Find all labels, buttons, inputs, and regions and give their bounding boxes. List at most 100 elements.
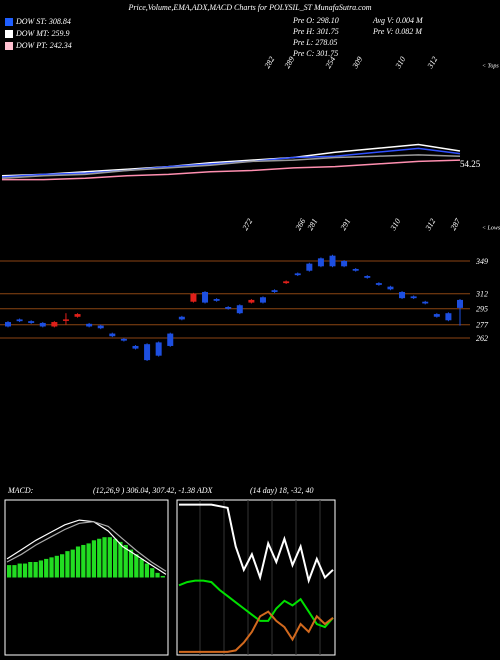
macd-bar bbox=[160, 575, 165, 578]
candle-body bbox=[236, 305, 243, 314]
top-label: 282 bbox=[263, 55, 277, 70]
candle-body bbox=[74, 314, 81, 317]
candle-body bbox=[28, 321, 35, 323]
macd-bar bbox=[49, 557, 54, 578]
candle-body bbox=[39, 322, 46, 327]
candle-body bbox=[120, 338, 127, 341]
macd-bar bbox=[60, 554, 65, 578]
macd-bar bbox=[65, 551, 70, 578]
macd-bar bbox=[75, 546, 81, 578]
candle-body bbox=[144, 344, 151, 361]
candle-body bbox=[51, 322, 58, 327]
macd-bar bbox=[54, 555, 59, 578]
candle-body bbox=[97, 325, 104, 329]
candle-body bbox=[457, 299, 463, 308]
macd-bar bbox=[155, 572, 160, 578]
low-label: 312 bbox=[423, 217, 437, 233]
candle-body bbox=[329, 255, 336, 267]
macd-bar bbox=[70, 549, 75, 578]
macd-bar bbox=[86, 543, 91, 578]
low-label: 287 bbox=[449, 216, 463, 232]
legend-label: DOW MT: 259.9 bbox=[15, 29, 70, 38]
adx-text: (14 day) 18, -32, 40 bbox=[250, 486, 314, 495]
candle-body bbox=[387, 286, 394, 290]
adx-frame bbox=[176, 499, 336, 656]
macd-bar bbox=[12, 565, 17, 578]
macd-bar bbox=[150, 568, 155, 578]
candle-body bbox=[410, 296, 417, 299]
macd-bar bbox=[44, 558, 49, 578]
price-level-label: 295 bbox=[476, 305, 488, 314]
ema-annotation: 54.25 bbox=[460, 159, 481, 169]
candle-body bbox=[422, 301, 429, 304]
series-line bbox=[6, 519, 167, 575]
price-info: Pre L: 278.05 bbox=[292, 38, 337, 47]
macd-label: MACD: bbox=[7, 486, 34, 495]
macd-bar bbox=[81, 544, 86, 578]
candle-body bbox=[259, 297, 266, 303]
macd-bar bbox=[17, 563, 22, 578]
candle-body bbox=[62, 319, 69, 321]
price-level-label: 262 bbox=[476, 334, 488, 343]
macd-bar bbox=[118, 541, 123, 578]
candle-body bbox=[445, 313, 452, 321]
series-line bbox=[179, 503, 334, 585]
lows-marker: < Lows bbox=[482, 225, 500, 231]
price-info: Pre H: 301.75 bbox=[292, 27, 339, 36]
macd-bar bbox=[139, 558, 144, 578]
series-line bbox=[178, 579, 334, 629]
macd-bar bbox=[33, 562, 38, 578]
price-info: Pre C: 301.75 bbox=[292, 49, 338, 58]
macd-bar bbox=[22, 563, 28, 578]
candle-body bbox=[352, 268, 359, 271]
low-label: 272 bbox=[241, 217, 255, 232]
macd-bar bbox=[38, 560, 44, 578]
candle-body bbox=[16, 319, 23, 322]
price-level-label: 312 bbox=[475, 290, 488, 299]
macd-bar bbox=[97, 538, 102, 578]
legend-swatch bbox=[5, 42, 13, 50]
candle-body bbox=[5, 322, 11, 327]
candle-body bbox=[109, 333, 116, 337]
series-line bbox=[6, 521, 167, 572]
candle-body bbox=[155, 342, 162, 356]
top-label: 309 bbox=[350, 55, 364, 71]
legend-swatch bbox=[5, 30, 13, 38]
macd-bar bbox=[113, 538, 118, 578]
candle-body bbox=[225, 307, 232, 309]
tops-marker: < Tops bbox=[482, 63, 499, 69]
macd-bar bbox=[134, 554, 139, 578]
macd-bar bbox=[123, 544, 128, 578]
adx-grid bbox=[199, 500, 321, 655]
candle-body bbox=[341, 260, 348, 267]
candle-body bbox=[202, 291, 209, 303]
legend-label: DOW PT: 242.34 bbox=[15, 41, 72, 50]
candle-body bbox=[178, 316, 185, 320]
candle-body bbox=[399, 291, 406, 299]
macd-bar bbox=[107, 537, 112, 578]
candle-body bbox=[248, 299, 255, 303]
macd-text: (12,26,9 ) 306.04, 307.42, -1.38 ADX bbox=[93, 486, 214, 495]
series-line bbox=[179, 610, 334, 653]
series-line bbox=[1, 143, 461, 177]
top-label: 310 bbox=[393, 55, 407, 71]
macd-bar bbox=[144, 563, 150, 578]
legend-swatch bbox=[5, 18, 13, 26]
candle-body bbox=[375, 283, 382, 285]
price-level-label: 277 bbox=[476, 321, 489, 330]
candle-body bbox=[86, 323, 93, 327]
price-info: Avg V: 0.004 M bbox=[372, 16, 424, 25]
candle-body bbox=[271, 290, 278, 292]
page-title: Price,Volume,EMA,ADX,MACD Charts for POL… bbox=[127, 3, 371, 12]
candle-body bbox=[294, 273, 301, 276]
price-level-label: 349 bbox=[475, 257, 488, 266]
low-label: 281 bbox=[306, 217, 320, 232]
legend-label: DOW ST: 308.84 bbox=[15, 17, 71, 26]
candle-body bbox=[317, 258, 324, 267]
series-line bbox=[1, 154, 461, 180]
low-label: 266 bbox=[294, 217, 308, 232]
price-info: Pre O: 298.10 bbox=[292, 16, 339, 25]
macd-bar bbox=[91, 540, 97, 578]
